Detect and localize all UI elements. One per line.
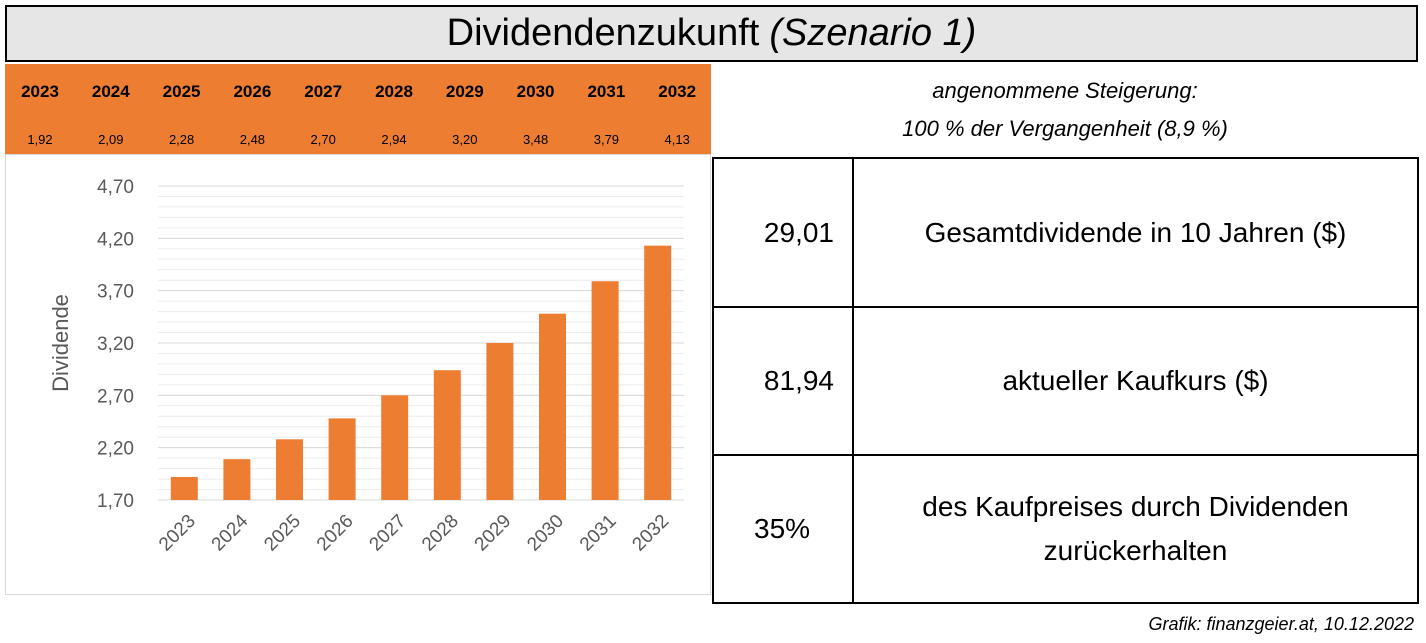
x-tick-label: 2023 [155,511,200,556]
year-value: 2,09 [98,132,124,147]
x-tick-label: 2028 [418,511,463,556]
bar [328,418,356,500]
year-value: 2,28 [168,132,195,147]
bar [381,395,409,500]
metrics-table: 29,01 Gesamtdividende in 10 Jahren ($) 8… [712,157,1419,604]
bar [486,343,514,500]
year-header: 2029 [445,82,484,101]
y-tick-label: 3,20 [97,334,134,355]
year-value: 3,20 [452,132,478,147]
y-tick-label: 3,70 [97,282,134,303]
page-title: Dividendenzukunft [446,12,760,54]
x-tick-label: 2027 [365,511,410,556]
metric-value: 81,94 [714,308,854,454]
assumption-text: angenommene Steigerung: 100 % der Vergan… [712,72,1418,157]
year-header: 2025 [162,82,201,101]
bar [223,459,251,500]
assumption-line-2: 100 % der Vergangenheit (8,9 %) [902,116,1228,141]
metric-row-payback-percent: 35% des Kaufpreises durch Dividenden zur… [714,456,1417,602]
y-tick-label: 4,70 [97,177,134,198]
x-tick-label: 2031 [576,511,621,556]
year-value: 3,48 [522,132,549,147]
year-header: 2026 [233,82,272,101]
x-tick-label: 2025 [260,511,305,556]
metric-value: 29,01 [714,159,854,306]
metric-label: Gesamtdividende in 10 Jahren ($) [924,216,1347,248]
year-header: 2024 [91,82,130,101]
x-tick-label: 2029 [471,511,516,556]
year-header: 2027 [304,82,343,101]
bar [644,245,672,500]
metric-row-purchase-price: 81,94 aktueller Kaufkurs ($) [714,308,1417,456]
x-tick-label: 2032 [628,511,673,556]
y-tick-label: 2,70 [97,386,134,407]
y-tick-label: 4,20 [97,229,134,250]
title-bar: Dividendenzukunft (Szenario 1) [5,5,1418,62]
years-values-table: 2023 2024 2025 2026 2027 2028 2029 2030 2031 2032… [5,64,711,154]
year-header: 2031 [587,82,626,101]
x-tick-label: 2026 [313,511,358,556]
credit-text: Grafik: finanzgeier.at, 10.12.2022 [1148,614,1415,634]
metric-value: 35% [714,456,854,602]
x-tick-label: 2024 [208,510,253,555]
page-subtitle: (Szenario 1) [769,12,977,54]
dividend-chart: 1,70 2,20 2,70 3,20 3,70 4,20 4,70 Dividende 202… [5,154,711,595]
y-tick-label: 1,70 [97,491,134,512]
bar [276,439,303,500]
year-value: 2,48 [239,132,266,147]
y-tick-label: 2,20 [97,439,134,460]
metric-label: aktueller Kaufkurs ($) [1002,365,1269,396]
x-tick-label: 2030 [523,511,568,556]
chart-canvas: 1,70 2,20 2,70 3,20 3,70 4,20 4,70 Dividende 202… [48,177,684,556]
year-value: 3,79 [593,132,620,147]
year-header: 2030 [516,82,555,101]
metric-row-total-dividend: 29,01 Gesamtdividende in 10 Jahren ($) [714,159,1417,308]
year-header: 2028 [375,82,413,101]
bar [591,281,619,500]
year-header: 2032 [658,82,697,101]
y-axis-title: Dividende [48,294,73,392]
year-value: 4,13 [664,132,690,147]
year-value: 2,70 [310,132,336,147]
bar [170,476,198,500]
assumption-line-1: angenommene Steigerung: [932,78,1198,103]
year-value: 2,94 [381,132,407,147]
bar [433,370,461,500]
year-value: 1,92 [27,132,53,147]
bar [539,313,566,500]
year-header: 2023 [21,82,59,101]
metric-label: des Kaufpreises durch Dividenden zurücke… [922,491,1349,566]
